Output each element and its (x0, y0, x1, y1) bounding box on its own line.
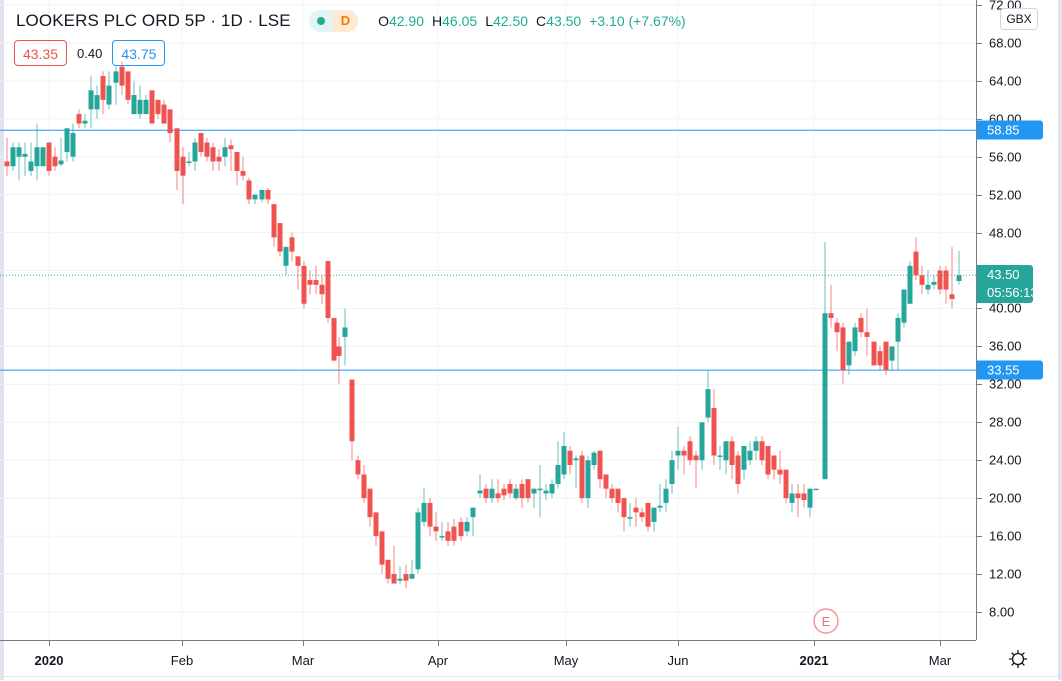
price-tick-label: 52.00 (989, 187, 1022, 203)
price-tick (977, 80, 982, 82)
earnings-marker[interactable]: E (813, 608, 839, 634)
high-label: H (432, 13, 443, 29)
close-value: 43.50 (546, 13, 582, 29)
time-tick (303, 641, 304, 646)
buy-ask-button[interactable]: 43.75 (112, 40, 166, 66)
price-tick (977, 384, 982, 386)
time-tick (182, 641, 183, 646)
price-tick-label: 28.00 (989, 414, 1022, 430)
price-tick-label: 40.00 (989, 300, 1022, 316)
open-value: 42.90 (388, 13, 425, 29)
price-tick (977, 156, 982, 158)
currency-label[interactable]: GBX (1000, 8, 1038, 30)
price-tick (977, 118, 982, 120)
price-tick-label: 68.00 (989, 35, 1022, 51)
time-tick (678, 641, 679, 646)
time-tick (566, 641, 567, 646)
time-tick-label: Jun (667, 653, 689, 668)
price-tick (977, 346, 982, 348)
horizontal-price-lines[interactable] (0, 129, 976, 371)
price-line-label-upper[interactable]: 58.85 (977, 120, 1043, 140)
price-tick-label: 20.00 (989, 490, 1022, 506)
data-delay-badge: D (332, 10, 359, 32)
left-panel-edge (0, 0, 4, 680)
price-tick (977, 460, 982, 462)
price-line-label-lower[interactable]: 33.55 (977, 360, 1043, 380)
price-tick (977, 498, 982, 500)
candles (4, 61, 962, 589)
time-axis[interactable]: 2020 Feb Mar Apr May Jun 2021 Mar (0, 640, 976, 681)
price-tick (977, 536, 982, 538)
price-tick (977, 611, 982, 613)
time-tick (49, 641, 50, 646)
price-tick-label: 12.00 (989, 566, 1022, 582)
time-tick-label: Mar (291, 653, 315, 668)
ohlc-values: O42.90 H46.05 L42.50 C43.50 +3.10 (+7.67… (378, 13, 686, 29)
price-tick-label: 56.00 (989, 149, 1022, 165)
time-tick-label: 2021 (799, 653, 829, 668)
bid-ask-row: 43.35 0.40 43.75 (14, 40, 166, 66)
price-tick-label: 8.00 (989, 604, 1015, 620)
price-tick-label: 48.00 (989, 225, 1022, 241)
high-value: 46.05 (442, 13, 478, 29)
chart-settings-button[interactable] (977, 641, 1058, 676)
close-label: C (536, 13, 547, 29)
time-tick-label: May (553, 653, 579, 668)
time-tick-label: Apr (427, 653, 449, 668)
time-tick-label: Feb (170, 653, 194, 668)
price-tick-label: 32.00 (989, 376, 1022, 392)
chart-legend: LOOKERS PLC ORD 5P · 1D · LSE D O42.90 H… (16, 10, 686, 32)
gear-icon (1008, 649, 1027, 668)
symbol-title[interactable]: LOOKERS PLC ORD 5P · 1D · LSE (16, 11, 291, 30)
price-tick (977, 308, 982, 310)
market-status-pill[interactable]: D (308, 10, 359, 32)
right-panel-edge (1058, 0, 1062, 680)
bar-countdown: 05:56:13 (987, 285, 1038, 301)
low-label: L (485, 13, 493, 29)
time-tick (814, 641, 815, 646)
spread-value: 0.40 (77, 45, 103, 61)
price-tick (977, 574, 982, 576)
last-price-value: 43.50 (987, 267, 1020, 283)
time-tick-label: Mar (928, 653, 952, 668)
grid-lines (0, 0, 976, 640)
last-price-label: 43.50 05:56:13 (977, 265, 1038, 304)
price-tick (977, 232, 982, 234)
bottom-border (0, 676, 1058, 677)
low-value: 42.50 (492, 13, 529, 29)
earnings-label: E (822, 614, 831, 629)
change-value: +3.10 (+7.67%) (589, 13, 686, 29)
market-open-dot-icon (316, 17, 325, 25)
price-tick (977, 42, 982, 44)
price-tick (977, 194, 982, 196)
price-axis[interactable]: 72.00 68.00 64.00 60.00 56.00 52.00 48.00 40.00… (976, 0, 1059, 640)
price-tick-label: 16.00 (989, 528, 1022, 544)
time-tick-label: 2020 (34, 653, 64, 668)
time-tick (940, 641, 941, 646)
price-tick (977, 5, 982, 6)
sell-bid-button[interactable]: 43.35 (14, 40, 68, 66)
price-tick (977, 422, 982, 424)
price-tick-label: 36.00 (989, 338, 1022, 354)
open-label: O (378, 13, 389, 29)
candlestick-chart-pane[interactable]: E (0, 0, 976, 640)
price-tick-label: 24.00 (989, 452, 1022, 468)
price-tick-label: 64.00 (989, 73, 1022, 89)
time-tick (438, 641, 439, 646)
